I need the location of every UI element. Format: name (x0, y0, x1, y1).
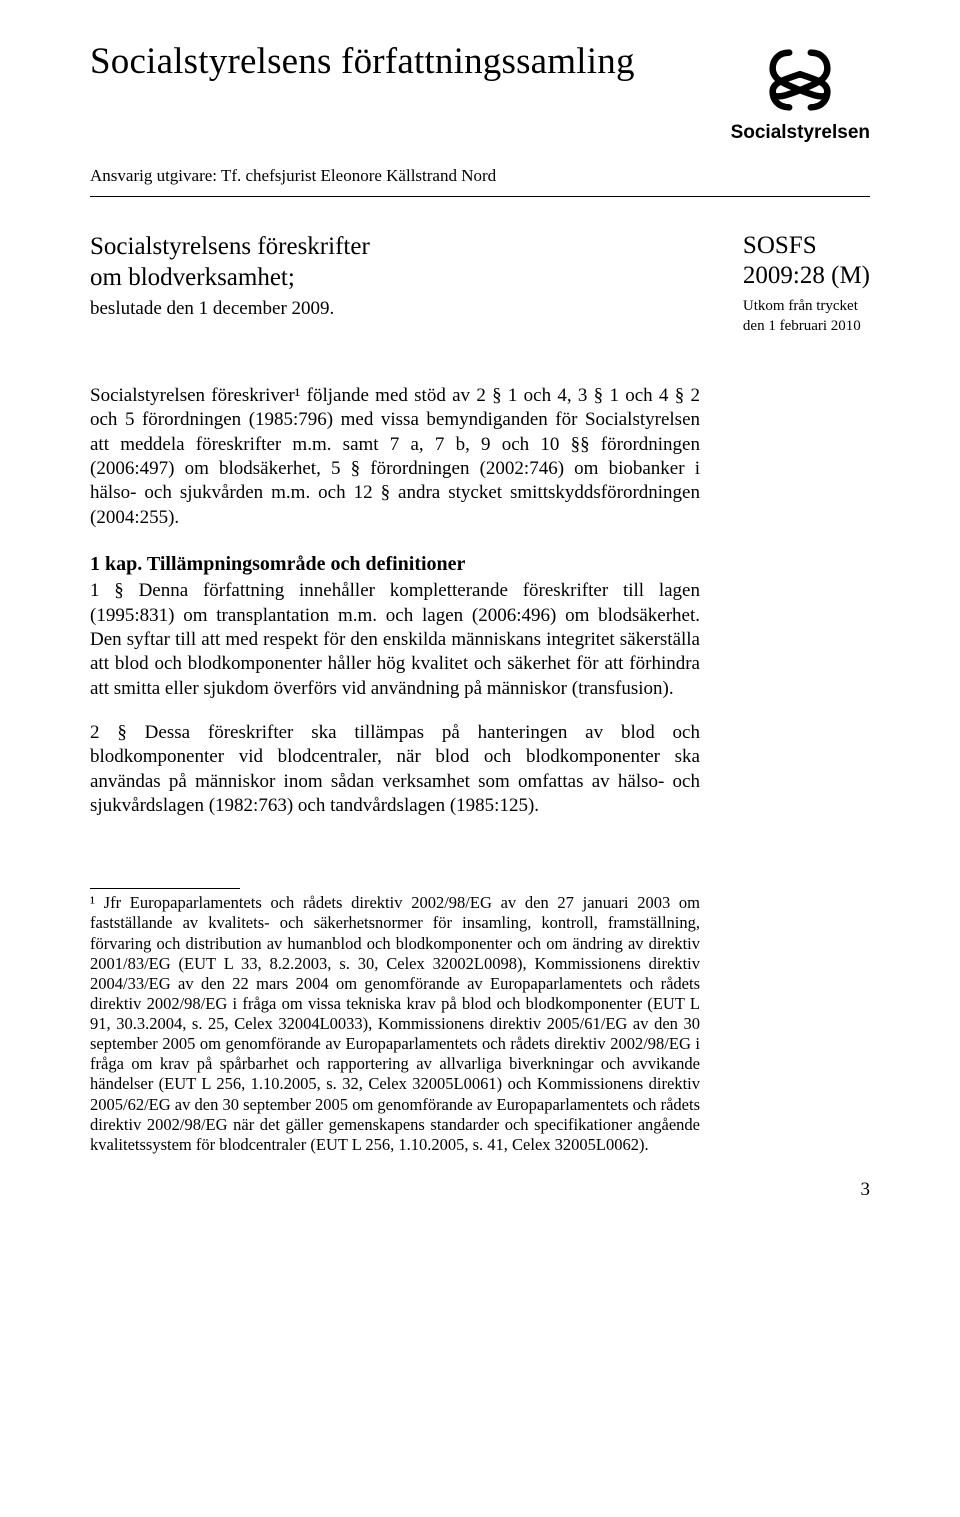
body-text: Socialstyrelsen föreskriver¹ följande me… (90, 384, 700, 818)
sosfs-number: SOSFS 2009:28 (M) (743, 231, 870, 291)
paragraph-2: 2 § Dessa föreskrifter ska tillämpas på … (90, 721, 700, 818)
chapter-heading: 1 kap. Tillämpningsområde och definition… (90, 552, 700, 578)
meta-left: Socialstyrelsens föreskrifter om blodver… (90, 231, 370, 320)
doc-heading: Socialstyrelsens föreskrifter om blodver… (90, 231, 370, 294)
logo-label: Socialstyrelsen (731, 122, 870, 144)
header-row: Socialstyrelsens författningssamling Soc… (90, 40, 870, 144)
intro-paragraph: Socialstyrelsen föreskriver¹ följande me… (90, 384, 700, 530)
collection-title: Socialstyrelsens författningssamling (90, 40, 635, 83)
footnote-text: ¹ Jfr Europaparlamentets och rådets dire… (90, 893, 700, 1155)
meta-right: SOSFS 2009:28 (M) Utkom från trycket den… (743, 231, 870, 336)
doc-heading-line2: om blodverksamhet; (90, 262, 370, 293)
meta-row: Socialstyrelsens föreskrifter om blodver… (90, 231, 870, 336)
decided-date: beslutade den 1 december 2009. (90, 298, 370, 320)
published-from-press: Utkom från trycket den 1 februari 2010 (743, 297, 870, 336)
paragraph-1: 1 § Denna författning innehåller komplet… (90, 579, 700, 701)
header-left: Socialstyrelsens författningssamling (90, 40, 635, 83)
utkom-line2: den 1 februari 2010 (743, 317, 870, 337)
socialstyrelsen-logo-icon (764, 44, 836, 116)
header-divider (90, 196, 870, 197)
page-number: 3 (90, 1179, 870, 1201)
logo-block: Socialstyrelsen (731, 44, 870, 144)
sosfs-line2: 2009:28 (M) (743, 261, 870, 291)
utkom-line1: Utkom från trycket (743, 297, 870, 317)
footnote-separator (90, 888, 240, 889)
doc-heading-line1: Socialstyrelsens föreskrifter (90, 231, 370, 262)
sosfs-line1: SOSFS (743, 231, 870, 261)
publisher-line: Ansvarig utgivare: Tf. chefsjurist Eleon… (90, 166, 870, 186)
